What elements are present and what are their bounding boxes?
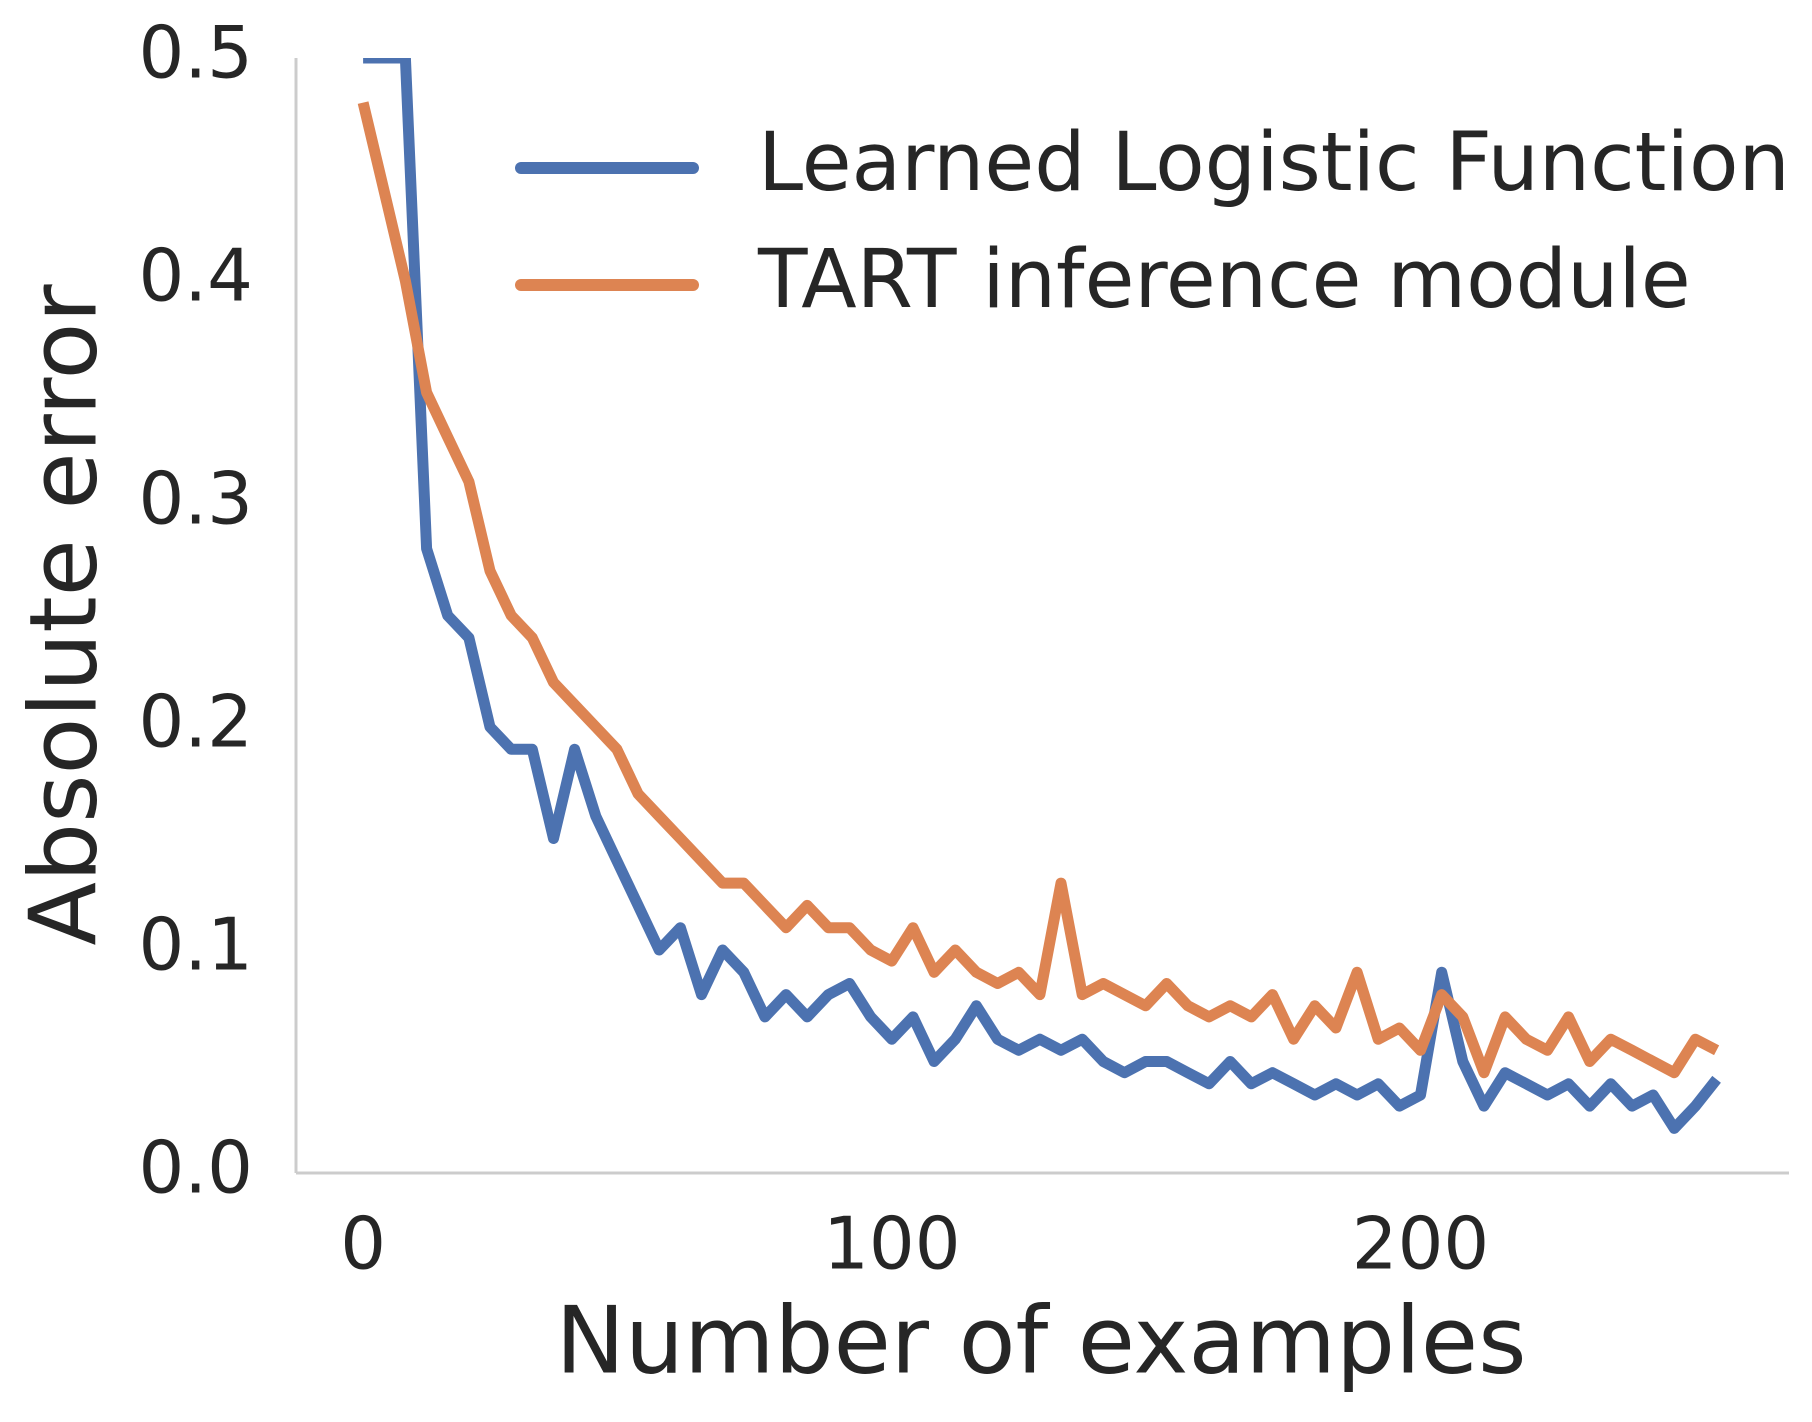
y-tick-label: 0.0 [138,1126,253,1210]
line [363,58,1721,1134]
x-tick-label: 0 [340,1202,386,1286]
y-tick-label: 0.2 [138,680,253,764]
y-tick-label: 0.4 [138,234,253,318]
x-tick-label: 200 [1352,1202,1489,1286]
plot-area [357,58,1721,1134]
line [357,101,1720,1079]
y-axis-label: Absolute error [9,284,117,946]
x-tick-label: 100 [823,1202,960,1286]
y-tick-label: 0.5 [138,11,253,95]
y-tick-label: 0.3 [138,457,253,541]
x-axis-label: Number of examples [555,1286,1526,1394]
legend-label: Learned Logistic Function [758,116,1790,210]
y-tick-label: 0.1 [138,903,253,987]
legend-label: TART inference module [757,233,1691,327]
